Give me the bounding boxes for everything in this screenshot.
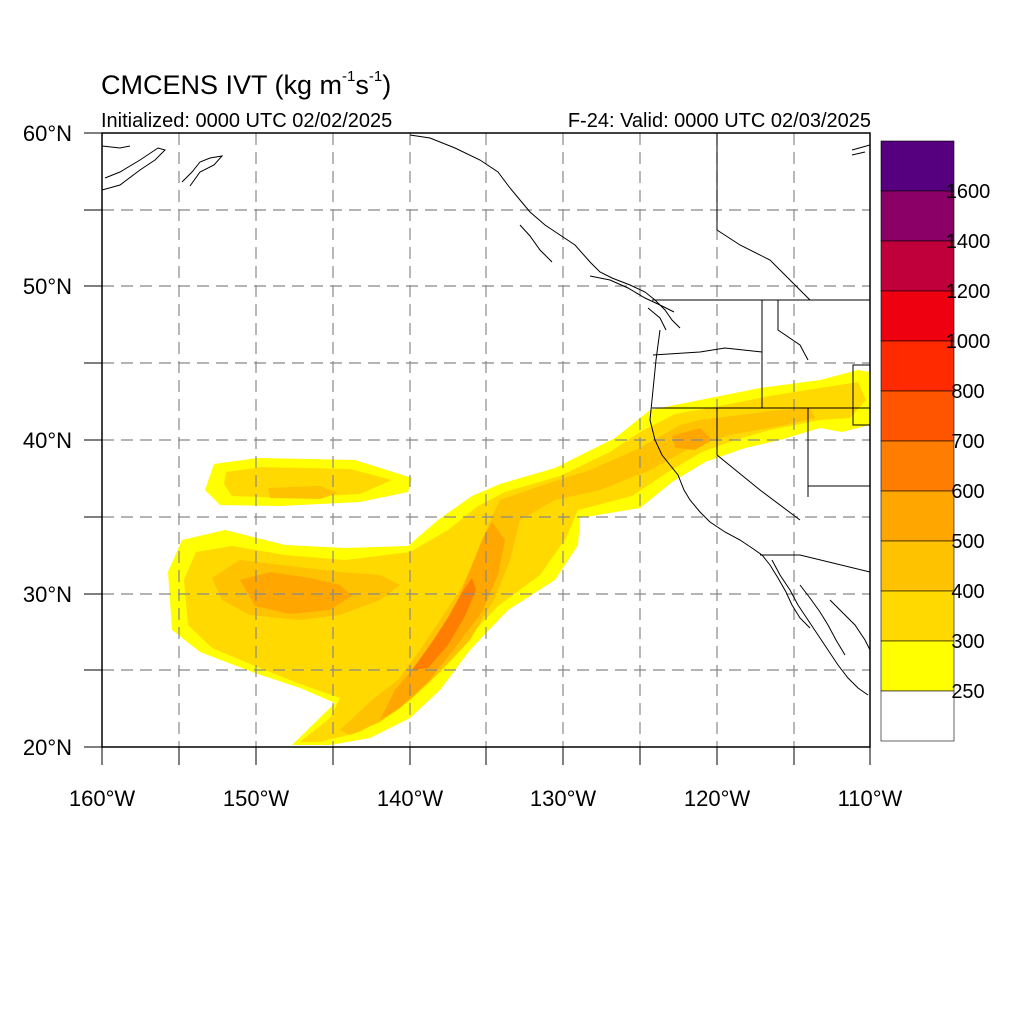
coastlines: [102, 133, 870, 696]
lat-label: 50°N: [23, 274, 72, 299]
colorbar: 1600 1400 1200 1000 800 700 600 500 400 300 250: [880, 140, 991, 742]
colorbar-swatch: [880, 540, 955, 592]
ivt-band-400: [268, 486, 338, 499]
lat-label: 40°N: [23, 428, 72, 453]
lat-label: 60°N: [23, 121, 72, 146]
lat-labels: 60°N 50°N 40°N 30°N 20°N: [23, 121, 72, 760]
colorbar-swatch: [880, 140, 955, 192]
colorbar-label: 300: [951, 631, 984, 653]
lat-label: 20°N: [23, 735, 72, 760]
lon-label: 140°W: [377, 786, 444, 811]
ivt-band-500: [240, 572, 352, 614]
colorbar-label: 700: [951, 431, 984, 453]
lon-label: 150°W: [223, 786, 290, 811]
tick-marks: [84, 132, 871, 765]
initialized-time: Initialized: 0000 UTC 02/02/2025: [101, 110, 393, 132]
colorbar-label: 500: [951, 531, 984, 553]
lon-label: 120°W: [684, 786, 751, 811]
valid-time: F-24: Valid: 0000 UTC 02/03/2025: [567, 110, 871, 132]
colorbar-swatch: [880, 190, 955, 242]
colorbar-swatch: [880, 490, 955, 542]
colorbar-label: 400: [951, 581, 984, 603]
ivt-band-300: [224, 467, 392, 498]
ivt-band-600: [412, 578, 476, 670]
colorbar-swatch: [880, 640, 955, 692]
colorbar-label: 600: [951, 481, 984, 503]
map-title: CMCENS IVT (kg m-1s-1): [101, 68, 392, 100]
gridlines: [102, 133, 870, 747]
colorbar-swatch: [880, 240, 955, 292]
ivt-band-500: [672, 428, 712, 450]
ivt-band-300: [184, 382, 866, 742]
colorbar-swatch: [880, 290, 955, 342]
colorbar-swatch: [880, 690, 955, 742]
lon-label: 130°W: [530, 786, 597, 811]
colorbar-swatch: [880, 590, 955, 642]
ivt-shading: [168, 370, 870, 745]
colorbar-swatch: [880, 390, 955, 442]
ivt-band-400: [340, 408, 815, 735]
lon-label: 110°W: [838, 786, 903, 811]
colorbar-label: 800: [951, 381, 984, 403]
colorbar-label: 1000: [946, 331, 991, 353]
lat-label: 30°N: [23, 582, 72, 607]
colorbar-label: 250: [951, 681, 984, 703]
lon-labels: 160°W 150°W 140°W 130°W 120°W 110°W: [69, 786, 903, 811]
colorbar-label: 1600: [946, 181, 991, 203]
colorbar-swatch: [880, 340, 955, 392]
colorbar-label: 1200: [946, 281, 991, 303]
colorbar-label: 1400: [946, 231, 991, 253]
lon-label: 160°W: [69, 786, 136, 811]
colorbar-swatch: [880, 440, 955, 492]
